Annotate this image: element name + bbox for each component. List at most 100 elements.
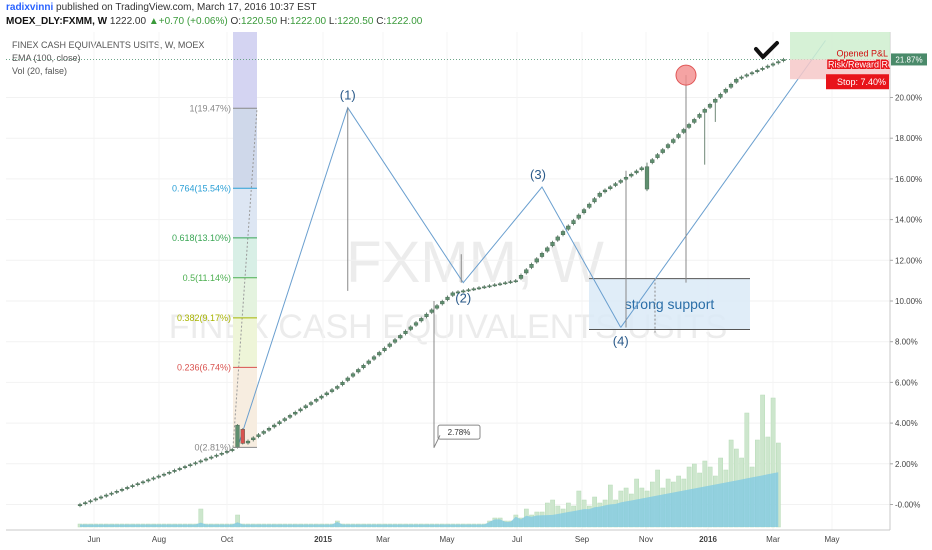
fib-band-segment [233, 317, 257, 368]
candle [597, 192, 602, 197]
fib-level-label: 1(19.47%) [189, 103, 231, 113]
candle [749, 72, 755, 75]
candle [576, 214, 581, 219]
candle [266, 428, 272, 431]
candle [461, 290, 466, 293]
candle [440, 301, 445, 305]
candle [345, 377, 350, 381]
candle [550, 242, 555, 246]
volume-indicator-label[interactable]: Vol (20, false) [12, 66, 68, 76]
low-value: 1220.50 [337, 16, 374, 27]
candle [602, 189, 608, 193]
measure-pointer [433, 435, 441, 448]
candle [272, 424, 277, 428]
y-tick-label: 8.00% [895, 338, 918, 347]
candle [125, 487, 130, 489]
stop-badge [826, 74, 889, 90]
candle [571, 220, 576, 224]
candle [350, 373, 356, 377]
candle [408, 326, 413, 330]
x-axis[interactable]: Jun Aug Oct 2015 Mar May Jul Sep Nov 2016 Mar May [88, 535, 840, 544]
y-tick-label: 18.00% [895, 134, 922, 143]
current-value-badge [891, 53, 927, 66]
candle [744, 74, 749, 77]
ema-indicator-label[interactable]: EMA (100, close) [12, 53, 81, 63]
fib-level-label: 0.236(6.74%) [177, 362, 231, 372]
fib-band-segment [233, 277, 257, 318]
candle [209, 456, 214, 459]
wave-lines-group[interactable]: 2.78% [237, 40, 826, 448]
candle [293, 411, 298, 415]
series-title[interactable]: FINEX CASH EQUIVALENTS USITS, W, MOEX [12, 40, 205, 50]
candle [739, 76, 744, 79]
candle [476, 287, 482, 290]
candle [287, 415, 293, 418]
candle [660, 149, 665, 153]
support-zone-group[interactable]: strong support [589, 278, 750, 330]
candle [329, 389, 335, 392]
candle [188, 464, 193, 467]
volume-group [77, 394, 781, 528]
publish-info: published on TradingView.com, March 17, … [56, 2, 317, 13]
profit-zone[interactable] [790, 32, 890, 60]
candle [140, 481, 146, 484]
candle [545, 247, 550, 252]
candle [728, 84, 734, 88]
symbol-label[interactable]: MOEX_DLY:FXMM, W [6, 16, 108, 27]
candle [613, 183, 618, 186]
price-change: +0.70 (+0.06%) [158, 16, 228, 27]
candle [492, 284, 497, 287]
candle [776, 61, 781, 64]
y-axis[interactable]: -0.00% 2.00% 4.00% 6.00% 8.00% 10.00% 12.00% 14… [890, 53, 927, 510]
candle [513, 280, 518, 283]
candle [356, 369, 361, 373]
candle [697, 114, 702, 118]
candle [718, 94, 723, 98]
x-tick-label: 2016 [699, 535, 717, 544]
support-label: strong support [625, 296, 715, 312]
candle [240, 429, 245, 444]
candle [508, 281, 513, 284]
publish-line: radixvinni published on TradingView.com,… [6, 2, 317, 13]
candle [539, 253, 545, 257]
elliott-wave-line[interactable] [237, 106, 622, 448]
candle [419, 318, 424, 322]
x-tick-label: 2015 [314, 535, 332, 544]
author-name[interactable]: radixvinni [6, 2, 54, 13]
candle [608, 186, 613, 189]
candle [392, 339, 398, 343]
candle [98, 496, 104, 499]
y-tick-label: 20.00% [895, 94, 922, 103]
volume-average-area [80, 472, 779, 527]
target-circle[interactable] [675, 64, 697, 86]
candle [524, 269, 529, 274]
candle [692, 119, 697, 123]
high-label: H: [279, 16, 290, 27]
candle [639, 167, 644, 170]
candle [760, 68, 765, 70]
y-tick-label: 10.00% [895, 297, 922, 306]
candle [109, 492, 114, 495]
y-tick-label: 12.00% [895, 256, 922, 265]
current-value-label: 21.87% [895, 55, 922, 64]
candle [644, 166, 650, 190]
candle [219, 453, 224, 455]
candle [403, 330, 408, 334]
candle [765, 65, 770, 68]
fibonacci-group[interactable]: 1(19.47%) 0.764(15.54%) 0.618(13.10%) 0.5(1… [172, 103, 257, 452]
candle [455, 291, 461, 294]
wave-labels-group: (1) (2) (3) (4) [340, 88, 629, 349]
candle [555, 236, 560, 241]
candle [566, 225, 571, 230]
candle [167, 472, 172, 474]
candle [193, 462, 198, 465]
candle [230, 449, 235, 451]
support-zone-box[interactable] [589, 278, 750, 330]
candle [518, 274, 524, 279]
candle [361, 364, 366, 368]
candle [335, 386, 340, 389]
wave-label: (1) [340, 88, 356, 103]
candle [702, 109, 707, 113]
